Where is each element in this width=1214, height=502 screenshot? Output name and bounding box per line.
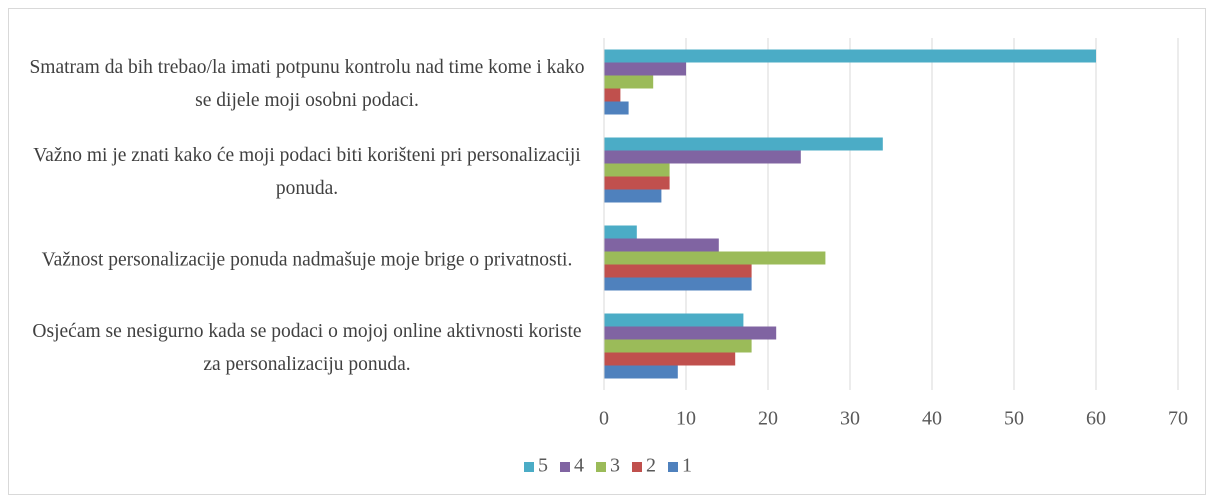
bar	[604, 62, 686, 76]
bar	[604, 264, 752, 278]
bar	[604, 88, 621, 102]
legend-swatch	[632, 462, 642, 472]
bar	[604, 150, 801, 164]
bar	[604, 238, 719, 252]
x-tick-label: 50	[1004, 408, 1024, 430]
x-tick-label: 40	[922, 408, 942, 430]
y-tick-label: Smatram da bih trebao/la imati potpunu k…	[29, 57, 585, 111]
x-tick-label: 30	[840, 408, 860, 430]
legend-label: 5	[538, 455, 548, 477]
y-tick-label: Važnost personalizacije ponuda nadmašuje…	[41, 249, 573, 271]
bar	[604, 352, 736, 366]
legend-label: 4	[574, 455, 584, 477]
y-tick-label: Važno mi je znati kako će moji podaci bi…	[33, 145, 581, 199]
legend-swatch	[668, 462, 678, 472]
x-tick-label: 60	[1086, 408, 1106, 430]
bar	[604, 339, 752, 353]
bar	[604, 277, 752, 291]
bar	[604, 176, 670, 190]
x-tick-label: 70	[1168, 408, 1188, 430]
legend-swatch	[560, 462, 570, 472]
bar	[604, 313, 744, 327]
bar	[604, 225, 637, 239]
y-tick-label: Osjećam se nesigurno kada se podaci o mo…	[32, 321, 582, 375]
bar	[604, 137, 883, 151]
bar	[604, 365, 678, 379]
legend-label: 1	[682, 455, 692, 477]
bar	[604, 326, 777, 340]
legend-swatch	[524, 462, 534, 472]
bar	[604, 101, 629, 115]
bar	[604, 251, 826, 265]
x-tick-label: 20	[758, 408, 778, 430]
legend-label: 3	[610, 455, 620, 477]
x-tick-label: 10	[676, 408, 696, 430]
x-tick-label: 0	[599, 408, 609, 430]
bar	[604, 189, 662, 203]
legend-label: 2	[646, 455, 656, 477]
bar	[604, 163, 670, 177]
bar	[604, 75, 654, 89]
legend-swatch	[596, 462, 606, 472]
bar	[604, 49, 1096, 63]
